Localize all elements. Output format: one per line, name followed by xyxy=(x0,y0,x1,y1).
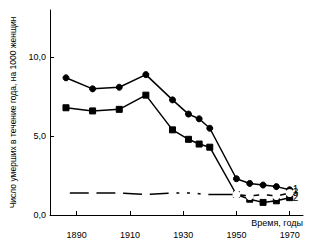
svg-text:0,0: 0,0 xyxy=(33,210,46,220)
svg-text:Число умерших в течение года,: Число умерших в течение года, на 1000 же… xyxy=(8,16,18,208)
svg-text:10,0: 10,0 xyxy=(28,52,46,62)
svg-text:1930: 1930 xyxy=(173,230,193,240)
svg-text:3: 3 xyxy=(293,187,299,198)
svg-text:1890: 1890 xyxy=(67,230,87,240)
svg-text:1910: 1910 xyxy=(120,230,140,240)
svg-text:1970: 1970 xyxy=(280,230,300,240)
svg-text:1950: 1950 xyxy=(226,230,246,240)
svg-text:5,0: 5,0 xyxy=(33,131,46,141)
svg-text:Время, годы: Время, годы xyxy=(251,218,303,228)
